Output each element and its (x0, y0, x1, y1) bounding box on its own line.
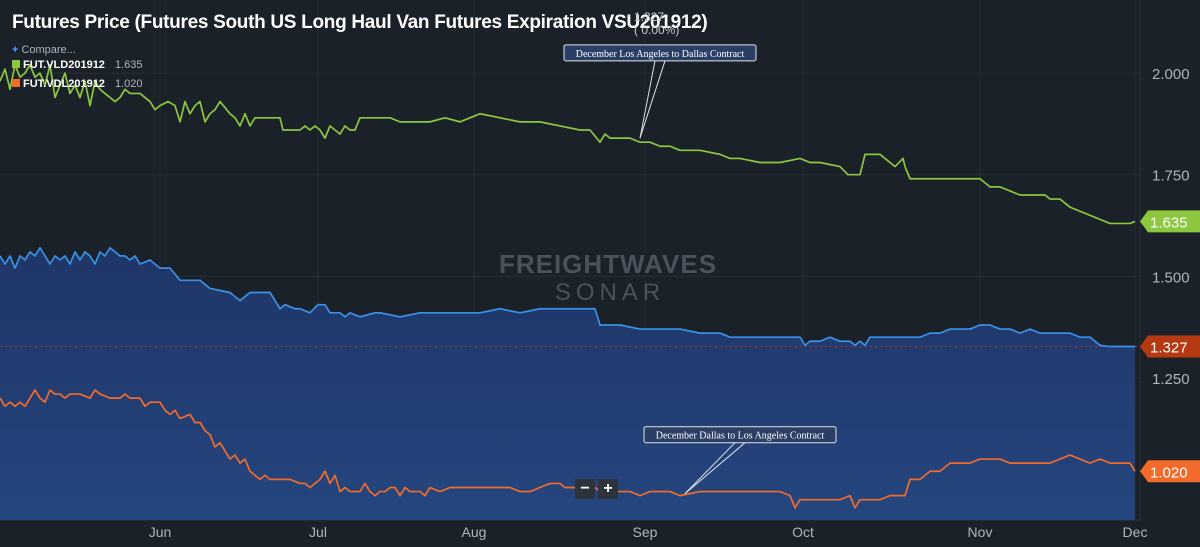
legend-value: 1.020 (114, 78, 143, 90)
y-tick-label: 1.250 (1152, 371, 1190, 388)
header-last-value: 1.327 (634, 10, 665, 24)
last-value-badge (1140, 335, 1200, 358)
legend-item-vld[interactable]: FUT.VLD201912 1.635 (12, 59, 142, 71)
last-value-label: 1.020 (1140, 460, 1200, 483)
watermark-line2: SONAR (555, 279, 665, 306)
x-tick-label: Dec (1123, 524, 1148, 540)
last-value-badge (1140, 460, 1200, 483)
legend-value: 1.635 (114, 59, 143, 71)
legend-swatch-orange (12, 79, 20, 87)
zoom-in-button[interactable]: + (598, 479, 618, 499)
last-value-label: 1.635 (1140, 210, 1200, 233)
x-tick-label: Sep (633, 524, 658, 540)
last-value-text: 1.327 (1150, 340, 1188, 357)
legend-item-vdl[interactable]: FUT.VDL201912 1.020 (12, 78, 142, 90)
header-change: ( 0.00%) (634, 23, 680, 37)
watermark-line1: FREIGHTWAVES (499, 249, 717, 279)
annotation-text: December Los Angeles to Dallas Contract (576, 49, 745, 60)
header-value: 1.327 ( 0.00%) (634, 11, 679, 37)
last-value-label: 1.327 (1140, 335, 1200, 358)
annotation-text: December Dallas to Los Angeles Contract (656, 431, 825, 442)
legend-swatch-green (12, 60, 20, 68)
legend-name: FUT.VDL201912 (23, 78, 105, 90)
annotation-pointer (684, 442, 736, 494)
x-tick-label: Oct (792, 524, 814, 540)
y-tick-label: 2.000 (1152, 66, 1190, 83)
last-value-text: 1.635 (1150, 214, 1188, 231)
x-tick-label: Jun (149, 524, 172, 540)
plus-icon: + (12, 44, 19, 56)
x-tick-label: Nov (968, 524, 993, 540)
annotation-pointer (639, 60, 666, 139)
last-value-text: 1.020 (1150, 464, 1188, 481)
series-line (0, 389, 1136, 509)
chart-title: Futures Price (Futures South US Long Hau… (12, 12, 708, 33)
annotation: December Los Angeles to Dallas Contract (563, 44, 757, 139)
x-tick-label: Jul (309, 524, 327, 540)
series-line (0, 246, 1135, 348)
y-tick-label: 1.500 (1152, 269, 1190, 286)
annotation-pointer (639, 60, 656, 139)
legend-name: FUT.VLD201912 (23, 59, 105, 71)
annotation: December Dallas to Los Angeles Contract (643, 426, 837, 494)
series-line (0, 64, 1136, 225)
y-tick-label: 1.750 (1152, 168, 1190, 185)
x-tick-label: Aug (462, 524, 487, 540)
annotation-box (643, 426, 837, 444)
annotation-box (563, 44, 757, 62)
series-area-fill (0, 247, 1135, 520)
zoom-out-button[interactable]: − (575, 479, 595, 499)
annotation-pointer (684, 442, 746, 494)
last-value-badge (1140, 210, 1200, 233)
compare-label: Compare... (21, 44, 76, 56)
compare-button[interactable]: + Compare... (12, 44, 76, 56)
